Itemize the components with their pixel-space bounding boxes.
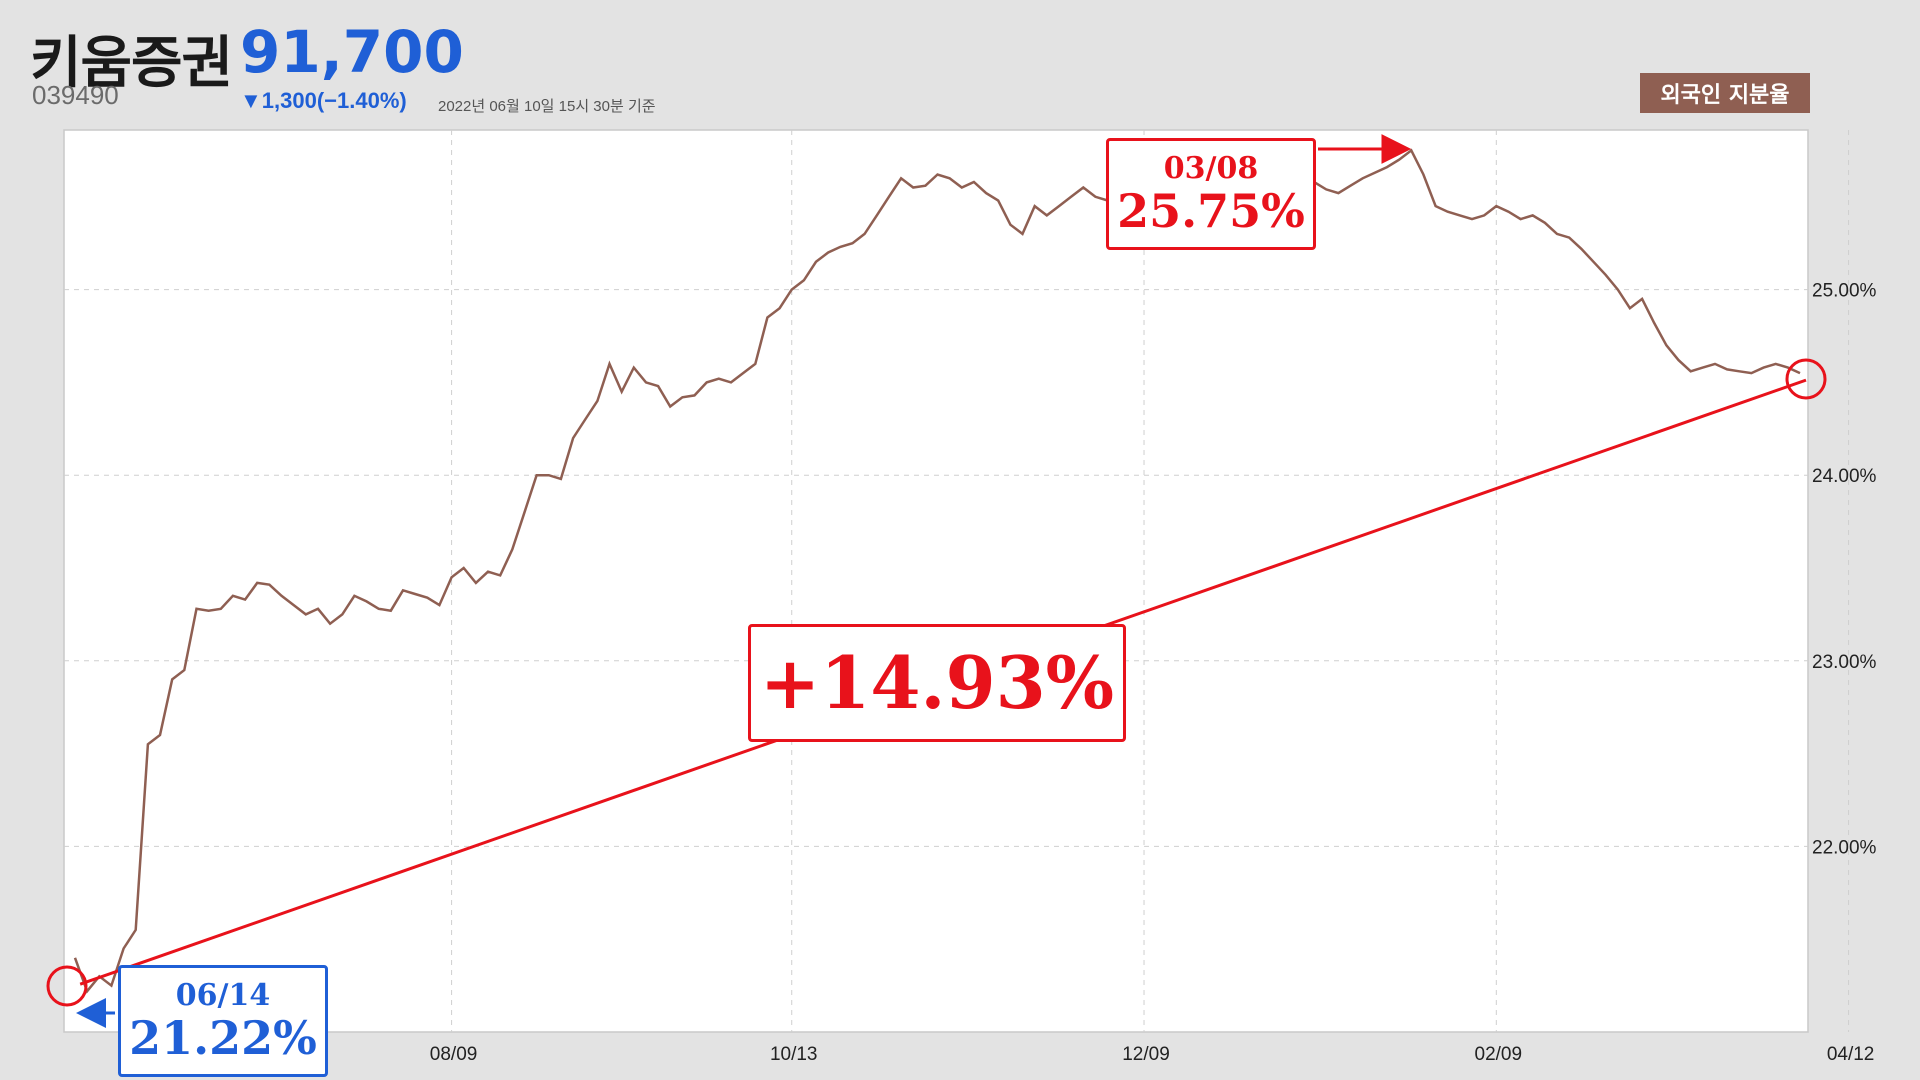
start-annotation: 06/14 21.22% [118, 965, 328, 1077]
price-change: ▼1,300(−1.40%) [240, 88, 407, 113]
start-point-marker [46, 965, 88, 1007]
change-annotation: +14.93% [748, 624, 1126, 742]
x-tick-label: 08/09 [430, 1044, 478, 1065]
x-tick-label: 02/09 [1475, 1044, 1523, 1065]
peak-annotation: 03/08 25.75% [1106, 138, 1316, 250]
x-tick-label: 12/09 [1122, 1044, 1170, 1065]
metric-badge[interactable]: 외국인 지분율 [1640, 73, 1810, 113]
ownership-line [73, 148, 1801, 994]
y-tick-label: 23.00% [1812, 652, 1877, 673]
change-value: +14.93% [759, 640, 1115, 725]
stock-price: 91,700 [240, 18, 464, 86]
x-tick-label: 10/13 [770, 1044, 818, 1065]
start-value: 21.22% [129, 1011, 317, 1065]
plot-area [63, 129, 1809, 1033]
y-tick-label: 24.00% [1812, 466, 1877, 487]
x-tick-label: 04/12 [1827, 1044, 1875, 1065]
end-point-marker [1785, 358, 1827, 400]
y-tick-label: 25.00% [1812, 281, 1877, 302]
y-axis-ticks: 22.00% 23.00% 24.00% 25.00% [1812, 281, 1877, 859]
x-axis-ticks: 08/09 10/13 12/09 02/09 04/12 [430, 1044, 1875, 1065]
start-date: 06/14 [175, 978, 271, 1013]
date-basis: 2022년 06월 10일 15시 30분 기준 [438, 98, 656, 115]
peak-date: 03/08 [1163, 151, 1259, 186]
stock-code: 039490 [32, 80, 119, 110]
grid [64, 130, 1850, 1032]
peak-value: 25.75% [1117, 184, 1305, 238]
y-tick-label: 22.00% [1812, 837, 1877, 858]
stock-name: 키움증권 [30, 31, 233, 96]
